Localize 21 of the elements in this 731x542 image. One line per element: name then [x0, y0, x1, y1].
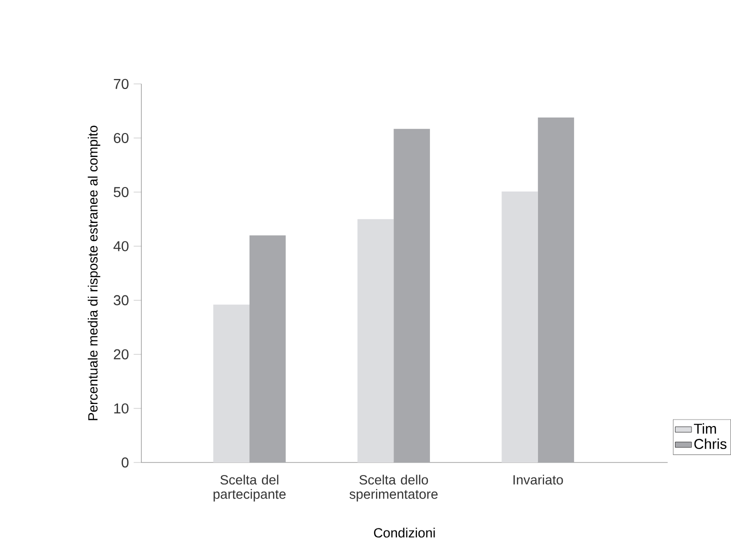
- bar: [538, 117, 574, 462]
- x-tick-label: Scelta del partecipante: [214, 474, 286, 502]
- x-tick-label: Invariato: [514, 474, 563, 485]
- bar: [357, 219, 394, 462]
- y-tick-label: 0: [122, 457, 128, 468]
- y-tick-label: 30: [114, 295, 128, 306]
- y-tick-label: 20: [114, 349, 128, 360]
- legend-label: Tim: [694, 423, 716, 434]
- y-tick-label: 70: [114, 78, 128, 89]
- y-tick-label: 50: [114, 187, 128, 198]
- y-tick-label: 10: [114, 403, 128, 414]
- y-tick-label: 60: [114, 132, 128, 144]
- bar: [213, 304, 250, 462]
- bar: [502, 192, 538, 462]
- legend-label: Chris: [694, 438, 726, 450]
- bar: [249, 235, 286, 462]
- x-axis-title: Condizioni: [374, 528, 435, 538]
- y-tick-label: 40: [113, 241, 128, 252]
- bar: [394, 128, 430, 462]
- y-axis-title: Percentuale media di risposte estranee al compito: [88, 126, 100, 420]
- x-tick-label: Scelta dello sperimentatore: [350, 474, 438, 502]
